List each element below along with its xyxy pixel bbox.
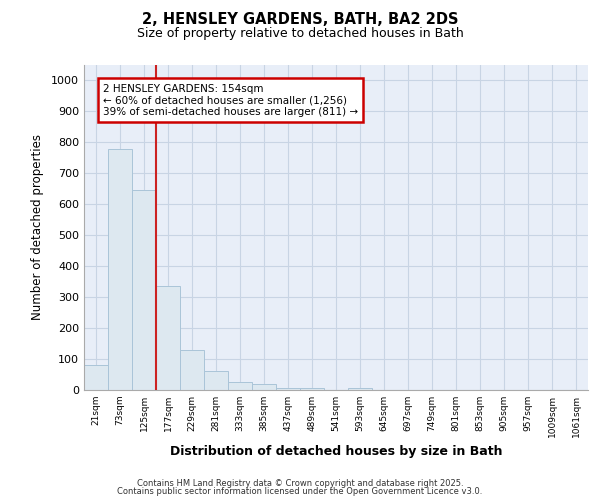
X-axis label: Distribution of detached houses by size in Bath: Distribution of detached houses by size … [170,446,502,458]
Text: 2, HENSLEY GARDENS, BATH, BA2 2DS: 2, HENSLEY GARDENS, BATH, BA2 2DS [142,12,458,28]
Bar [204,372,228,390]
Bar [132,190,156,390]
Y-axis label: Number of detached properties: Number of detached properties [31,134,44,320]
Text: Contains HM Land Registry data © Crown copyright and database right 2025.: Contains HM Land Registry data © Crown c… [137,478,463,488]
Bar [276,388,300,390]
Text: Contains public sector information licensed under the Open Government Licence v3: Contains public sector information licen… [118,487,482,496]
Text: Size of property relative to detached houses in Bath: Size of property relative to detached ho… [137,28,463,40]
Bar [180,350,204,390]
Bar [348,388,372,390]
Bar [156,286,180,390]
Bar [108,148,132,390]
Bar [84,365,108,390]
Bar [300,388,324,390]
Bar [228,382,252,390]
Bar [252,384,276,390]
Text: 2 HENSLEY GARDENS: 154sqm
← 60% of detached houses are smaller (1,256)
39% of se: 2 HENSLEY GARDENS: 154sqm ← 60% of detac… [103,84,358,117]
